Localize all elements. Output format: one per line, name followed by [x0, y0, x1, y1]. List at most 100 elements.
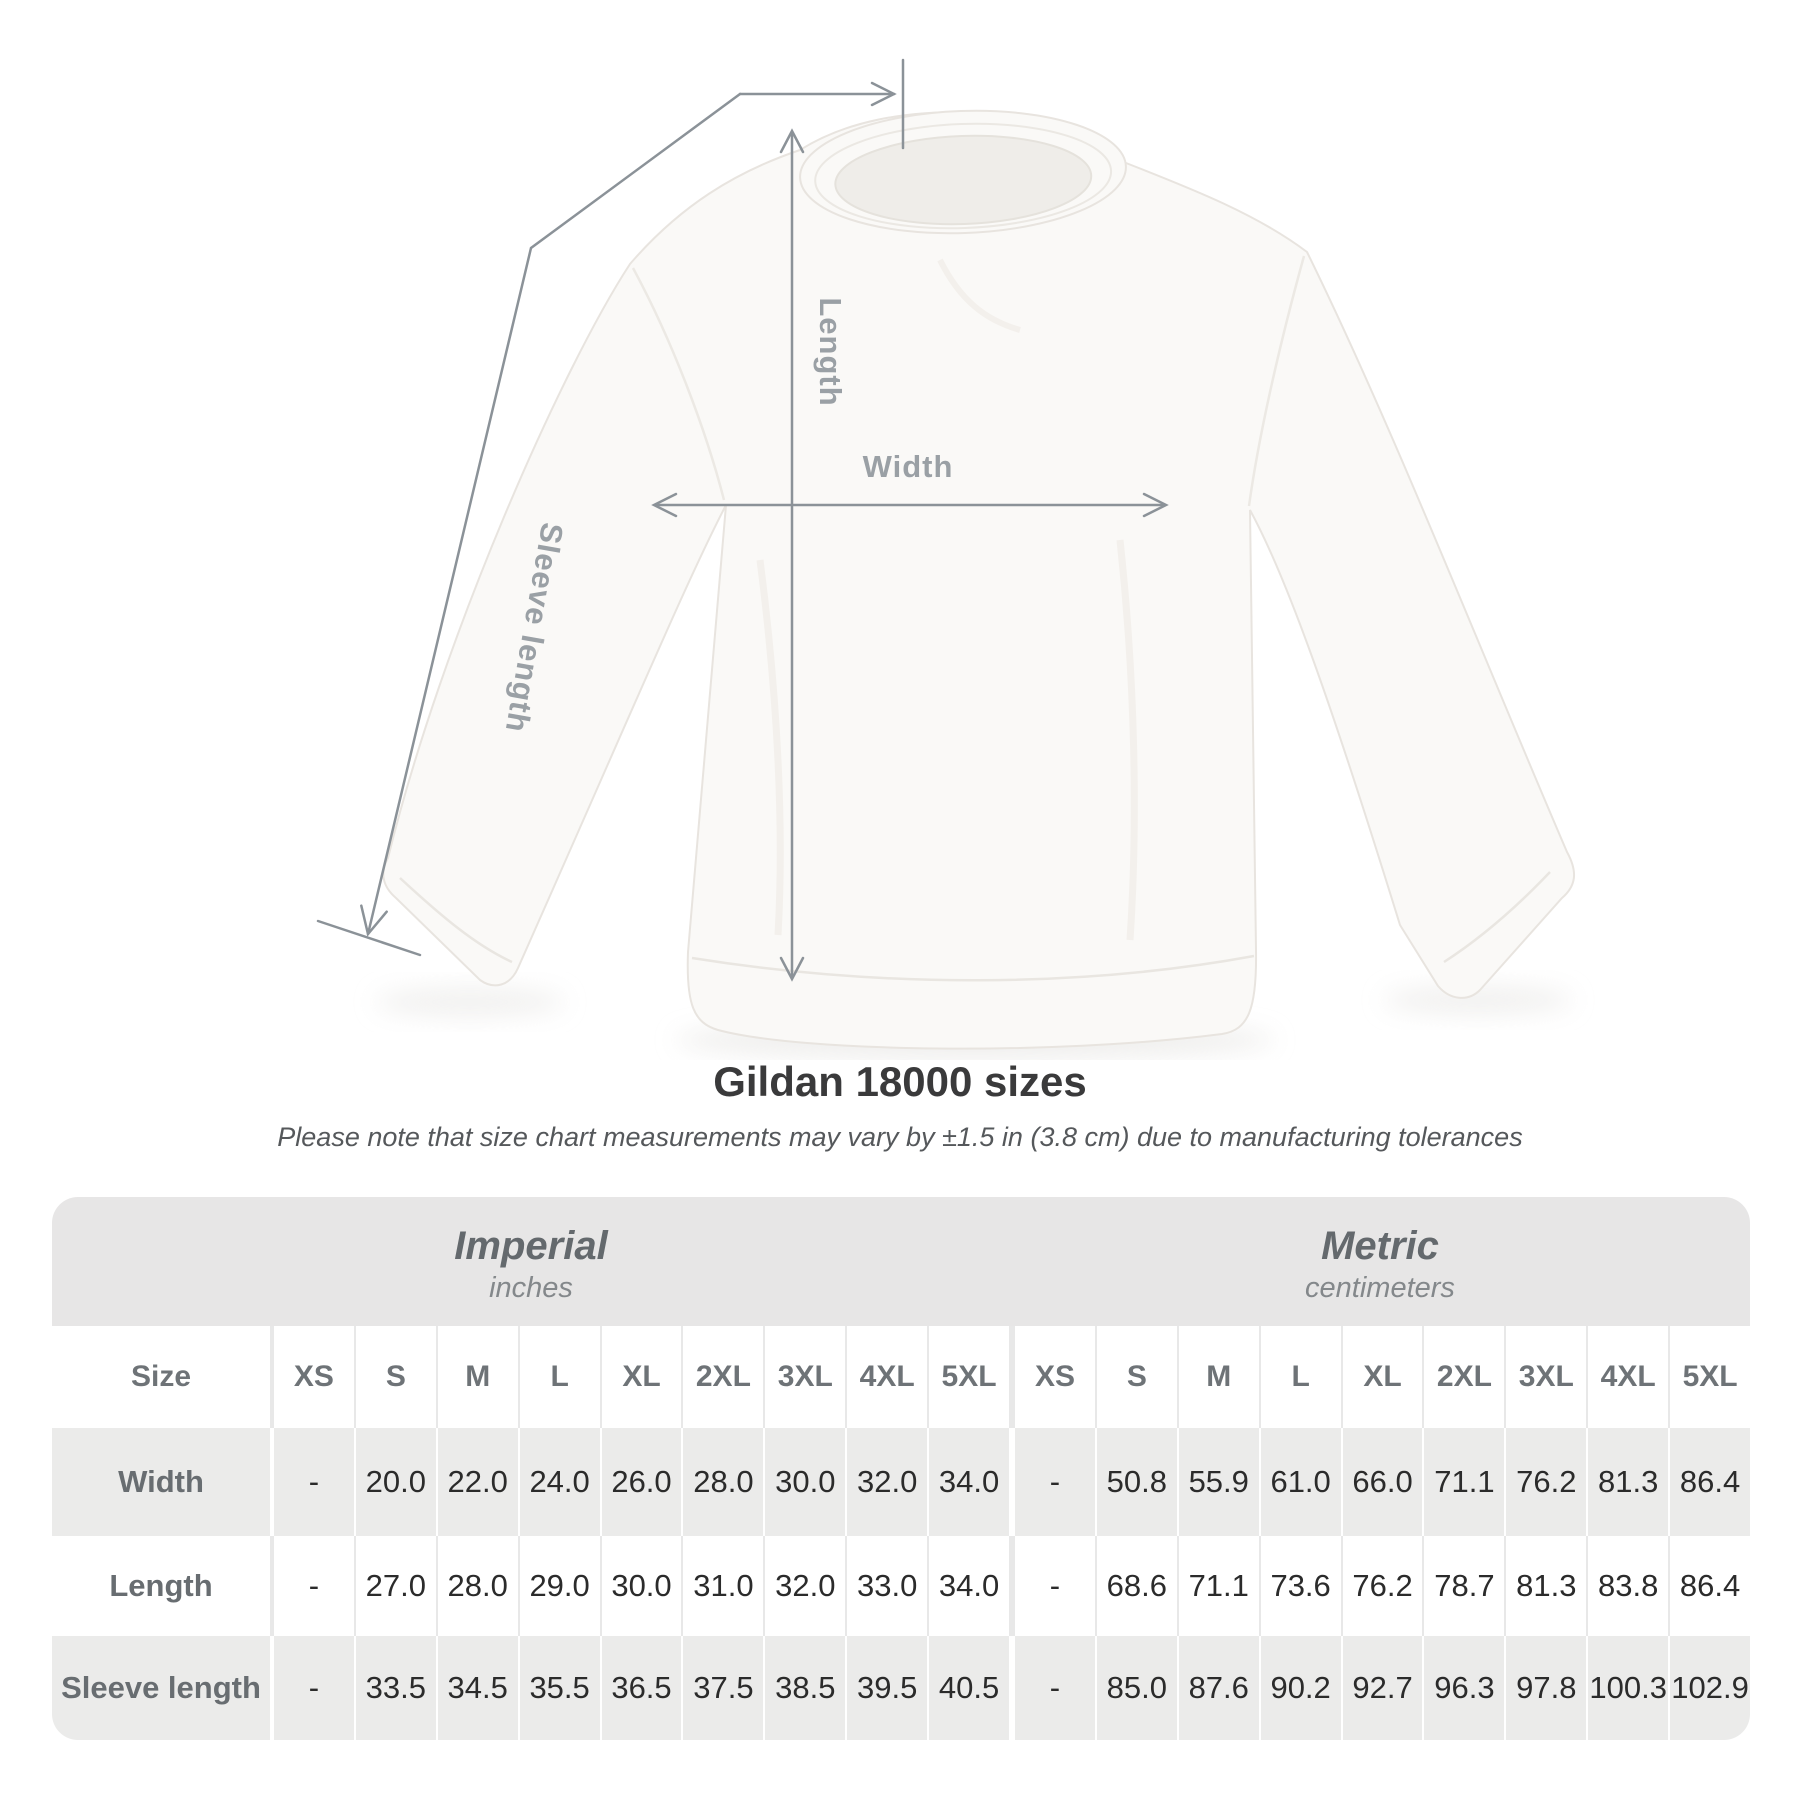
table-cell: 78.7 — [1422, 1536, 1504, 1636]
table-cell: L — [1258, 1326, 1341, 1428]
table-cell: 100.3 — [1586, 1636, 1668, 1740]
metric-label: Metric — [1321, 1223, 1439, 1268]
left-arrowhead — [651, 492, 678, 518]
table-cell: 29.0 — [517, 1536, 600, 1636]
table-cell: - — [1009, 1428, 1095, 1536]
table-cell: 92.7 — [1340, 1636, 1423, 1740]
width-label: Width — [863, 449, 954, 484]
table-cell: 71.1 — [1176, 1536, 1259, 1636]
table-cell: XL — [1340, 1326, 1423, 1428]
size-table-body: Size XS S M L XL 2XL 3XL 4XL 5XL XS S M L XL 2XL 3XL 4XL 5… — [52, 1326, 1750, 1740]
table-cell: 32.0 — [763, 1536, 845, 1636]
metric-unit: centimeters — [1305, 1271, 1455, 1304]
table-cell: 85.0 — [1094, 1636, 1177, 1740]
table-cell: 35.5 — [517, 1636, 600, 1740]
down-arrowhead — [779, 956, 805, 982]
unit-group-header: Imperial inches Metric centimeters — [52, 1197, 1750, 1326]
table-cell: 66.0 — [1340, 1428, 1423, 1536]
table-cell: 24.0 — [517, 1428, 600, 1536]
table-cell: 68.6 — [1094, 1536, 1177, 1636]
table-cell: 4XL — [1586, 1326, 1668, 1428]
shoulder-top-line — [738, 58, 905, 150]
imperial-label: Imperial — [454, 1223, 608, 1268]
row-label: Width — [118, 1464, 204, 1499]
sleeve-end-tick — [316, 919, 422, 957]
table-cell: 4XL — [845, 1326, 927, 1428]
table-cell: 86.4 — [1668, 1428, 1750, 1536]
table-row: Length -27.0 28.0 29.0 30.0 31.0 32.0 33.0 34.0-… — [52, 1536, 1750, 1636]
table-cell: 31.0 — [681, 1536, 763, 1636]
table-cell: 34.5 — [435, 1636, 518, 1740]
table-cell: 90.2 — [1258, 1636, 1341, 1740]
table-cell: 50.8 — [1094, 1428, 1177, 1536]
table-cell: 28.0 — [435, 1536, 518, 1636]
table-cell: 38.5 — [763, 1636, 845, 1740]
table-cell: 76.2 — [1504, 1428, 1586, 1536]
row-label: Length — [109, 1568, 213, 1603]
tolerance-note: Please note that size chart measurements… — [277, 1122, 1523, 1152]
collar — [799, 109, 1127, 235]
table-cell: S — [1094, 1326, 1177, 1428]
table-cell: 71.1 — [1422, 1428, 1504, 1536]
imperial-group-header: Imperial inches — [52, 1197, 1010, 1326]
length-label: Length — [813, 297, 848, 406]
table-cell: 32.0 — [845, 1428, 927, 1536]
table-cell: 40.5 — [927, 1636, 1009, 1740]
row-label: Sleeve length — [61, 1670, 261, 1705]
table-cell: 86.4 — [1668, 1536, 1750, 1636]
table-cell: 61.0 — [1258, 1428, 1341, 1536]
table-cell: 26.0 — [599, 1428, 682, 1536]
table-row: Width -20.0 22.0 24.0 26.0 28.0 30.0 32.0 34.0-5… — [52, 1428, 1750, 1536]
table-cell: 87.6 — [1176, 1636, 1259, 1740]
width-line — [651, 492, 1169, 518]
table-cell: 81.3 — [1504, 1536, 1586, 1636]
sleeve-length-line — [316, 92, 742, 957]
table-cell: 5XL — [1668, 1326, 1750, 1428]
right-arrowhead — [1142, 492, 1169, 518]
table-cell: 81.3 — [1586, 1428, 1668, 1536]
table-cell: 55.9 — [1176, 1428, 1259, 1536]
table-row: Size XS S M L XL 2XL 3XL 4XL 5XL XS S M L XL 2XL 3XL 4XL 5… — [52, 1326, 1750, 1428]
table-cell: 3XL — [763, 1326, 845, 1428]
table-cell: 3XL — [1504, 1326, 1586, 1428]
metric-group-header: Metric centimeters — [1010, 1197, 1750, 1326]
table-cell: - — [270, 1636, 354, 1740]
table-cell: 27.0 — [353, 1536, 436, 1636]
table-cell: 34.0 — [927, 1428, 1009, 1536]
sweatshirt-illustration — [382, 109, 1575, 1050]
table-cell: 76.2 — [1340, 1536, 1423, 1636]
table-cell: 22.0 — [435, 1428, 518, 1536]
table-cell: 33.0 — [845, 1536, 927, 1636]
table-cell: 37.5 — [681, 1636, 763, 1740]
sleeve-arrowhead — [360, 904, 388, 937]
table-cell: M — [435, 1326, 518, 1428]
table-cell: 30.0 — [763, 1428, 845, 1536]
table-cell: L — [517, 1326, 600, 1428]
table-cell: 73.6 — [1258, 1536, 1341, 1636]
table-cell: 30.0 — [599, 1536, 682, 1636]
table-cell: M — [1176, 1326, 1259, 1428]
table-cell: 33.5 — [353, 1636, 436, 1740]
table-cell: 39.5 — [845, 1636, 927, 1740]
page-title: Gildan 18000 sizes — [713, 1058, 1087, 1105]
table-cell: 2XL — [1422, 1326, 1504, 1428]
table-cell: - — [270, 1428, 354, 1536]
table-cell: - — [1009, 1636, 1095, 1740]
table-cell: 97.8 — [1504, 1636, 1586, 1740]
table-cell: 36.5 — [599, 1636, 682, 1740]
table-cell: XL — [599, 1326, 682, 1428]
table-cell: XS — [270, 1326, 354, 1428]
table-cell: 96.3 — [1422, 1636, 1504, 1740]
table-cell: - — [1009, 1536, 1095, 1636]
right-arrowhead — [870, 81, 897, 107]
length-line — [779, 128, 805, 982]
table-cell: 20.0 — [353, 1428, 436, 1536]
table-cell: 83.8 — [1586, 1536, 1668, 1636]
table-cell: XS — [1009, 1326, 1095, 1428]
table-cell: 5XL — [927, 1326, 1009, 1428]
row-label: Size — [130, 1360, 192, 1393]
sweatshirt-diagram: Length Width Sleeve length — [316, 58, 1575, 1060]
table-row: Sleeve length -33.5 34.5 35.5 36.5 37.5 38.5 39… — [52, 1636, 1750, 1740]
table-cell: S — [353, 1326, 436, 1428]
table-cell: 2XL — [681, 1326, 763, 1428]
